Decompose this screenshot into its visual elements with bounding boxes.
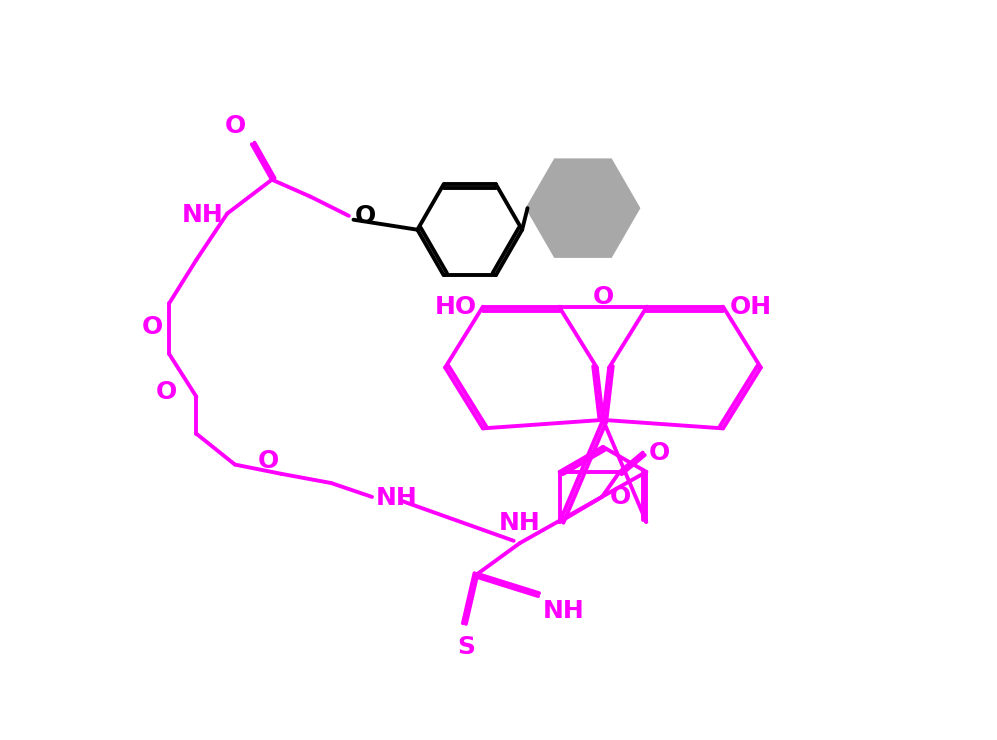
Text: O: O	[224, 114, 245, 138]
Text: NH: NH	[543, 599, 584, 623]
Text: O: O	[156, 380, 177, 404]
Text: O: O	[610, 485, 631, 509]
Text: NH: NH	[376, 486, 418, 511]
Text: O: O	[258, 449, 279, 474]
Text: HO: HO	[435, 295, 477, 319]
Polygon shape	[527, 160, 638, 256]
Text: O: O	[592, 286, 613, 309]
Text: O: O	[142, 315, 164, 340]
Text: NH: NH	[498, 511, 540, 536]
Text: O: O	[355, 204, 376, 228]
Text: O: O	[649, 440, 670, 465]
Text: S: S	[457, 636, 475, 659]
Text: OH: OH	[729, 295, 772, 319]
Text: NH: NH	[181, 203, 223, 227]
